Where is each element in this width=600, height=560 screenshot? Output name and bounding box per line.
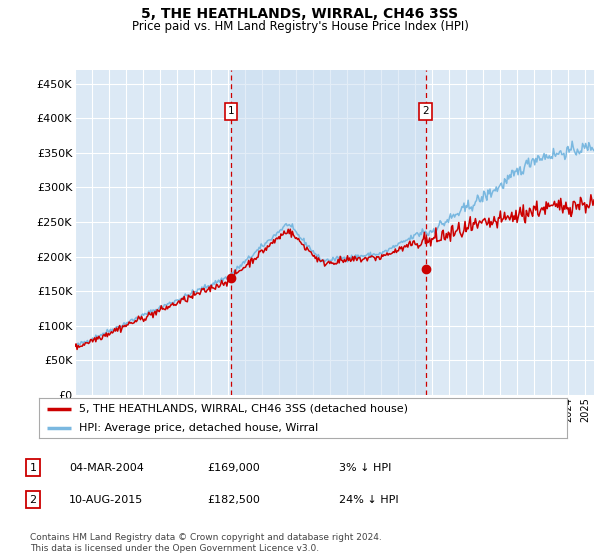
Text: Price paid vs. HM Land Registry's House Price Index (HPI): Price paid vs. HM Land Registry's House … [131, 20, 469, 32]
Text: 04-MAR-2004: 04-MAR-2004 [69, 463, 144, 473]
Text: 5, THE HEATHLANDS, WIRRAL, CH46 3SS (detached house): 5, THE HEATHLANDS, WIRRAL, CH46 3SS (det… [79, 404, 407, 414]
Text: 1: 1 [228, 106, 235, 116]
Text: 2: 2 [29, 494, 37, 505]
Text: HPI: Average price, detached house, Wirral: HPI: Average price, detached house, Wirr… [79, 423, 318, 433]
Bar [231, 70, 425, 395]
Text: £182,500: £182,500 [207, 494, 260, 505]
Text: 10-AUG-2015: 10-AUG-2015 [69, 494, 143, 505]
Text: £169,000: £169,000 [207, 463, 260, 473]
Text: 1: 1 [29, 463, 37, 473]
Text: 5, THE HEATHLANDS, WIRRAL, CH46 3SS: 5, THE HEATHLANDS, WIRRAL, CH46 3SS [142, 7, 458, 21]
Text: 24% ↓ HPI: 24% ↓ HPI [339, 494, 398, 505]
Text: 3% ↓ HPI: 3% ↓ HPI [339, 463, 391, 473]
Text: 2: 2 [422, 106, 429, 116]
Text: Contains HM Land Registry data © Crown copyright and database right 2024.
This d: Contains HM Land Registry data © Crown c… [30, 533, 382, 553]
